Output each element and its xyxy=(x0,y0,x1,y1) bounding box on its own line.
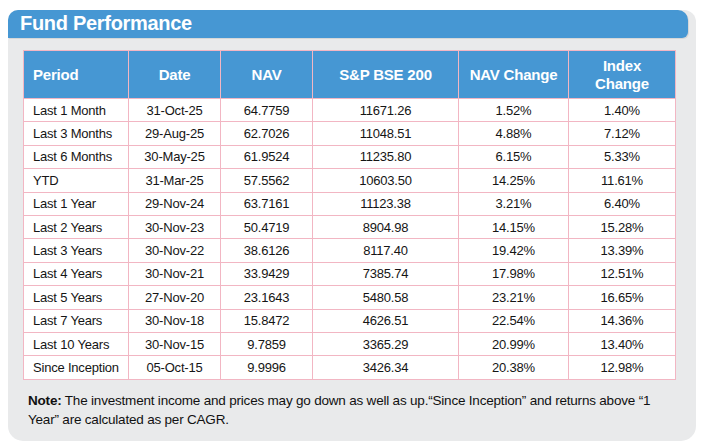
table-cell: 5480.58 xyxy=(313,286,459,309)
table-cell: 23.21% xyxy=(459,286,569,309)
column-header: Index Change xyxy=(569,51,676,99)
table-row: Last 4 Years30-Nov-2133.94297385.7417.98… xyxy=(24,262,676,285)
table-row: Last 5 Years27-Nov-2023.16435480.5823.21… xyxy=(24,286,676,309)
table-cell: 3426.34 xyxy=(313,356,459,379)
table-cell: 57.5562 xyxy=(221,169,313,192)
table-cell: 15.28% xyxy=(569,215,676,238)
table-cell: 20.99% xyxy=(459,332,569,355)
table-row: Last 1 Month31-Oct-2564.775911671.261.52… xyxy=(24,99,676,122)
table-cell: 30-May-25 xyxy=(129,145,221,168)
table-cell: 31-Mar-25 xyxy=(129,169,221,192)
table-cell: 38.6126 xyxy=(221,239,313,262)
table-cell: 5.33% xyxy=(569,145,676,168)
table-cell: 9.9996 xyxy=(221,356,313,379)
panel-title-bar: Fund Performance xyxy=(8,10,688,38)
table-cell: 8117.40 xyxy=(313,239,459,262)
column-header: Date xyxy=(129,51,221,99)
table-cell: 33.9429 xyxy=(221,262,313,285)
note-label: Note: xyxy=(28,393,62,408)
table-cell: 63.7161 xyxy=(221,192,313,215)
table-cell: 11.61% xyxy=(569,169,676,192)
table-cell: 3365.29 xyxy=(313,332,459,355)
table-cell: 11048.51 xyxy=(313,122,459,145)
table-cell: Last 1 Year xyxy=(24,192,129,215)
table-cell: 7385.74 xyxy=(313,262,459,285)
table-cell: 61.9524 xyxy=(221,145,313,168)
table-cell: 15.8472 xyxy=(221,309,313,332)
table-cell: 23.1643 xyxy=(221,286,313,309)
table-cell: 29-Nov-24 xyxy=(129,192,221,215)
table-cell: 30-Nov-21 xyxy=(129,262,221,285)
column-header: NAV xyxy=(221,51,313,99)
table-cell: 3.21% xyxy=(459,192,569,215)
table-cell: 14.36% xyxy=(569,309,676,332)
table-cell: 62.7026 xyxy=(221,122,313,145)
table-cell: Last 6 Months xyxy=(24,145,129,168)
table-cell: 11235.80 xyxy=(313,145,459,168)
panel-title: Fund Performance xyxy=(20,12,192,34)
column-header: NAV Change xyxy=(459,51,569,99)
table-cell: 17.98% xyxy=(459,262,569,285)
column-header: S&P BSE 200 xyxy=(313,51,459,99)
table-cell: 30-Nov-23 xyxy=(129,215,221,238)
table-row: Last 2 Years30-Nov-2350.47198904.9814.15… xyxy=(24,215,676,238)
table-cell: 05-Oct-15 xyxy=(129,356,221,379)
table-row: Last 10 Years30-Nov-159.78593365.2920.99… xyxy=(24,332,676,355)
table-row: Last 3 Years30-Nov-2238.61268117.4019.42… xyxy=(24,239,676,262)
note-text: The investment income and prices may go … xyxy=(28,393,650,427)
table-cell: Last 2 Years xyxy=(24,215,129,238)
table-cell: 29-Aug-25 xyxy=(129,122,221,145)
table-cell: 11123.38 xyxy=(313,192,459,215)
footnote: Note: The investment income and prices m… xyxy=(28,391,678,429)
table-cell: 1.52% xyxy=(459,99,569,122)
table-cell: Last 1 Month xyxy=(24,99,129,122)
table-cell: 13.40% xyxy=(569,332,676,355)
table-cell: 7.12% xyxy=(569,122,676,145)
fund-performance-table: PeriodDateNAVS&P BSE 200NAV ChangeIndex … xyxy=(23,50,676,380)
table-row: Last 3 Months29-Aug-2562.702611048.514.8… xyxy=(24,122,676,145)
fund-performance-panel: Fund Performance PeriodDateNAVS&P BSE 20… xyxy=(8,10,696,441)
table-cell: Last 5 Years xyxy=(24,286,129,309)
table-cell: 20.38% xyxy=(459,356,569,379)
table-cell: 9.7859 xyxy=(221,332,313,355)
table-cell: 10603.50 xyxy=(313,169,459,192)
table-cell: Last 3 Years xyxy=(24,239,129,262)
table-header-row: PeriodDateNAVS&P BSE 200NAV ChangeIndex … xyxy=(24,51,676,99)
table-cell: Last 7 Years xyxy=(24,309,129,332)
column-header: Period xyxy=(24,51,129,99)
table-cell: Last 10 Years xyxy=(24,332,129,355)
table-row: YTD31-Mar-2557.556210603.5014.25%11.61% xyxy=(24,169,676,192)
table-cell: YTD xyxy=(24,169,129,192)
table-cell: 64.7759 xyxy=(221,99,313,122)
table-row: Last 6 Months30-May-2561.952411235.806.1… xyxy=(24,145,676,168)
table-cell: 8904.98 xyxy=(313,215,459,238)
table-cell: 11671.26 xyxy=(313,99,459,122)
table-cell: Since Inception xyxy=(24,356,129,379)
table-cell: 1.40% xyxy=(569,99,676,122)
table-cell: 13.39% xyxy=(569,239,676,262)
table-cell: 12.98% xyxy=(569,356,676,379)
table-cell: 4626.51 xyxy=(313,309,459,332)
table-cell: 14.15% xyxy=(459,215,569,238)
table-cell: Last 4 Years xyxy=(24,262,129,285)
table-cell: 30-Nov-18 xyxy=(129,309,221,332)
table-cell: 19.42% xyxy=(459,239,569,262)
table-cell: 27-Nov-20 xyxy=(129,286,221,309)
table-cell: 50.4719 xyxy=(221,215,313,238)
table-row: Last 1 Year29-Nov-2463.716111123.383.21%… xyxy=(24,192,676,215)
table-cell: 16.65% xyxy=(569,286,676,309)
table-cell: 6.40% xyxy=(569,192,676,215)
table-cell: 4.88% xyxy=(459,122,569,145)
table-row: Since Inception05-Oct-159.99963426.3420.… xyxy=(24,356,676,379)
table-cell: 6.15% xyxy=(459,145,569,168)
table-cell: Last 3 Months xyxy=(24,122,129,145)
table-cell: 22.54% xyxy=(459,309,569,332)
table-cell: 30-Nov-22 xyxy=(129,239,221,262)
table-cell: 14.25% xyxy=(459,169,569,192)
table-cell: 30-Nov-15 xyxy=(129,332,221,355)
table-row: Last 7 Years30-Nov-1815.84724626.5122.54… xyxy=(24,309,676,332)
table-cell: 12.51% xyxy=(569,262,676,285)
table-cell: 31-Oct-25 xyxy=(129,99,221,122)
